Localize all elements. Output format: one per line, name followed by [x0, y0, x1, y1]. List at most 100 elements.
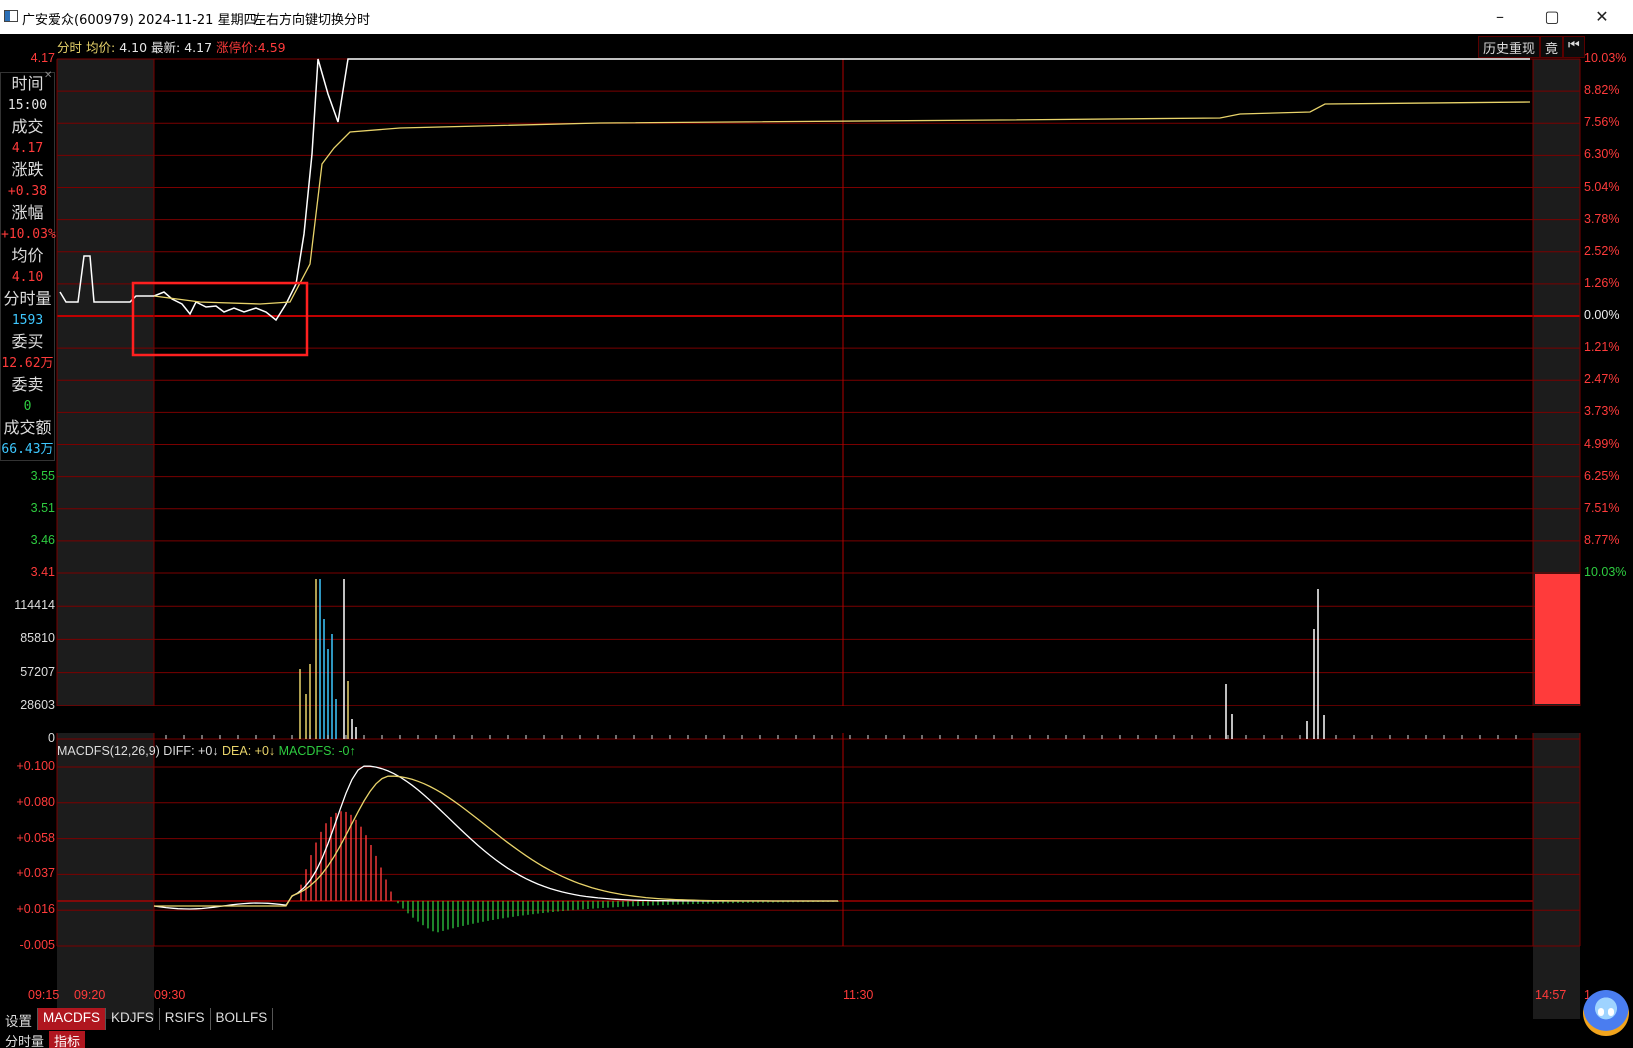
history-replay-button[interactable]: 历史重现 — [1478, 36, 1541, 58]
tab-bollfs[interactable]: BOLLFS — [211, 1008, 274, 1030]
tab-macdfs[interactable]: MACDFS — [38, 1008, 106, 1030]
tab-settings[interactable]: 设置 — [0, 1008, 38, 1030]
panel-value: 0 — [23, 399, 32, 414]
volume-axis-label: 57207 — [20, 664, 55, 679]
panel-label: 涨跌 — [11, 160, 44, 179]
app-icon — [4, 10, 18, 22]
pct-axis-label: 1.26% — [1584, 275, 1620, 290]
macd-header-band — [0, 706, 1633, 733]
panel-value: 12.62万 — [1, 356, 54, 371]
panel-value: 4.17 — [11, 141, 44, 156]
time-axis-label: 09:20 — [74, 988, 106, 1002]
tab-volume[interactable]: 分时量 — [5, 1034, 45, 1048]
panel-close-icon[interactable]: ✕ — [44, 70, 53, 81]
avg-value: 4.10 — [119, 40, 148, 55]
macd-axis-label: +0.037 — [16, 866, 55, 881]
pct-axis-label: 2.52% — [1584, 243, 1620, 258]
time-axis-label: 09:15 — [28, 988, 60, 1002]
price-line — [59, 58, 1530, 322]
window-hint: 左右方向键切换分时 — [253, 13, 371, 28]
volume-bars — [165, 574, 1580, 739]
macd-title: MACDFS(12,26,9) — [57, 744, 160, 758]
window-title: 广安爱众(600979) 2024-11-21 星期四 — [22, 13, 257, 28]
panel-value: 66.43万 — [1, 442, 54, 457]
macd-axis-label: +0.016 — [16, 902, 55, 917]
intraday-chart[interactable] — [0, 34, 1633, 1048]
title-bar: 广安爱众(600979) 2024-11-21 星期四 左右方向键切换分时 – … — [0, 0, 1633, 34]
time-axis-label: 1 — [1584, 988, 1591, 1002]
chart-grid — [0, 58, 1633, 947]
closing-volume-block — [1535, 574, 1580, 704]
pct-axis-label: 2.47% — [1584, 372, 1620, 387]
panel-label: 涨幅 — [11, 203, 44, 222]
macd-dea-line — [154, 775, 838, 907]
pct-axis-label: 3.73% — [1584, 404, 1620, 419]
mode-label: 分时 — [57, 40, 83, 55]
panel-value: +0.38 — [7, 184, 48, 199]
volume-axis-label: 85810 — [20, 631, 55, 646]
price-axis-label: 3.55 — [30, 469, 55, 483]
pct-axis-label: 8.82% — [1584, 83, 1620, 98]
premarket-shade — [57, 59, 154, 1019]
price-axis-top: 4.17 — [30, 51, 55, 65]
price-axis-label: 3.51 — [30, 501, 55, 515]
chart-lines — [59, 58, 1531, 910]
panel-label: 成交 — [11, 117, 44, 136]
limit-label: 涨停价: — [216, 40, 258, 55]
volume-axis-label: 0 — [48, 731, 55, 745]
pct-axis-label: 3.78% — [1584, 211, 1620, 226]
restore-button[interactable]: ▢ — [1544, 7, 1560, 26]
pct-axis-label: 4.99% — [1584, 436, 1620, 451]
panel-label: 委卖 — [11, 375, 44, 394]
minimize-button[interactable]: – — [1496, 7, 1504, 26]
top-right-toolbar: 历史重现 竟 ⏮ — [1478, 36, 1585, 58]
panel-value: +10.03% — [1, 227, 56, 242]
macd-histogram — [300, 811, 839, 933]
limit-value: 4.59 — [257, 40, 286, 55]
panel-label: 分时量 — [3, 289, 52, 308]
pct-axis-label: 10.03% — [1584, 565, 1627, 579]
pct-axis-label: 7.51% — [1584, 500, 1620, 515]
indicator-tabs: 设置 MACDFS KDJFS RSIFS BOLLFS — [0, 1008, 274, 1030]
price-axis-label: 3.46 — [30, 533, 55, 547]
pct-axis-label: 6.25% — [1584, 468, 1620, 483]
pct-axis-label: 6.30% — [1584, 147, 1620, 162]
pct-axis-label: 7.56% — [1584, 115, 1620, 130]
close-button[interactable]: ✕ — [1595, 7, 1609, 26]
panel-value: 15:00 — [7, 98, 48, 113]
left-info-panel: 时间 15:00 成交 4.17 涨跌 +0.38 涨幅 +10.03% 均价 4.10 分时量 15… — [0, 72, 56, 461]
auction-button[interactable]: 竟 — [1540, 36, 1564, 58]
quote-info-strip: 分时 均价: 4.10 最新: 4.17 涨停价:4.59 — [57, 37, 286, 56]
macd-diff: DIFF: +0↓ — [163, 744, 219, 758]
pct-axis-label: 8.77% — [1584, 532, 1620, 547]
panel-label: 成交额 — [3, 418, 52, 437]
panel-label: 委买 — [11, 332, 44, 351]
back-icon[interactable]: ⏮ — [1563, 36, 1585, 58]
time-axis-label: 09:30 — [154, 988, 186, 1002]
macd-info: MACDFS(12,26,9) DIFF: +0↓ DEA: +0↓ MACDF… — [57, 744, 356, 758]
panel-label: 时间 — [11, 74, 44, 93]
latest-label: 最新: — [151, 40, 181, 55]
closing-auction-shade — [1533, 59, 1580, 1019]
macd-value: MACDFS: -0↑ — [278, 744, 356, 758]
panel-value: 1593 — [11, 313, 44, 328]
panel-value: 4.10 — [11, 270, 44, 285]
assistant-robot-icon[interactable] — [1583, 990, 1629, 1036]
macd-axis-label: +0.080 — [16, 794, 55, 809]
pane-tabs: 分时量 指标 — [0, 1031, 86, 1048]
time-axis-label: 14:57 — [1535, 988, 1567, 1002]
avg-label: 均价: — [86, 40, 116, 55]
price-axis-label: 3.41 — [30, 565, 55, 579]
macd-dea: DEA: +0↓ — [222, 744, 276, 758]
volume-axis-label: 28603 — [20, 697, 55, 712]
macd-diff-line — [153, 765, 838, 910]
latest-value: 4.17 — [184, 40, 213, 55]
tab-indicator[interactable]: 指标 — [49, 1031, 86, 1048]
pct-axis-label: 1.21% — [1584, 340, 1620, 355]
volume-axis-label: 114414 — [14, 598, 55, 613]
average-price-line — [153, 101, 1531, 305]
time-axis-label: 11:30 — [843, 988, 874, 1002]
highlight-box — [131, 281, 309, 357]
tab-rsifs[interactable]: RSIFS — [160, 1008, 211, 1030]
tab-kdjfs[interactable]: KDJFS — [106, 1008, 160, 1030]
